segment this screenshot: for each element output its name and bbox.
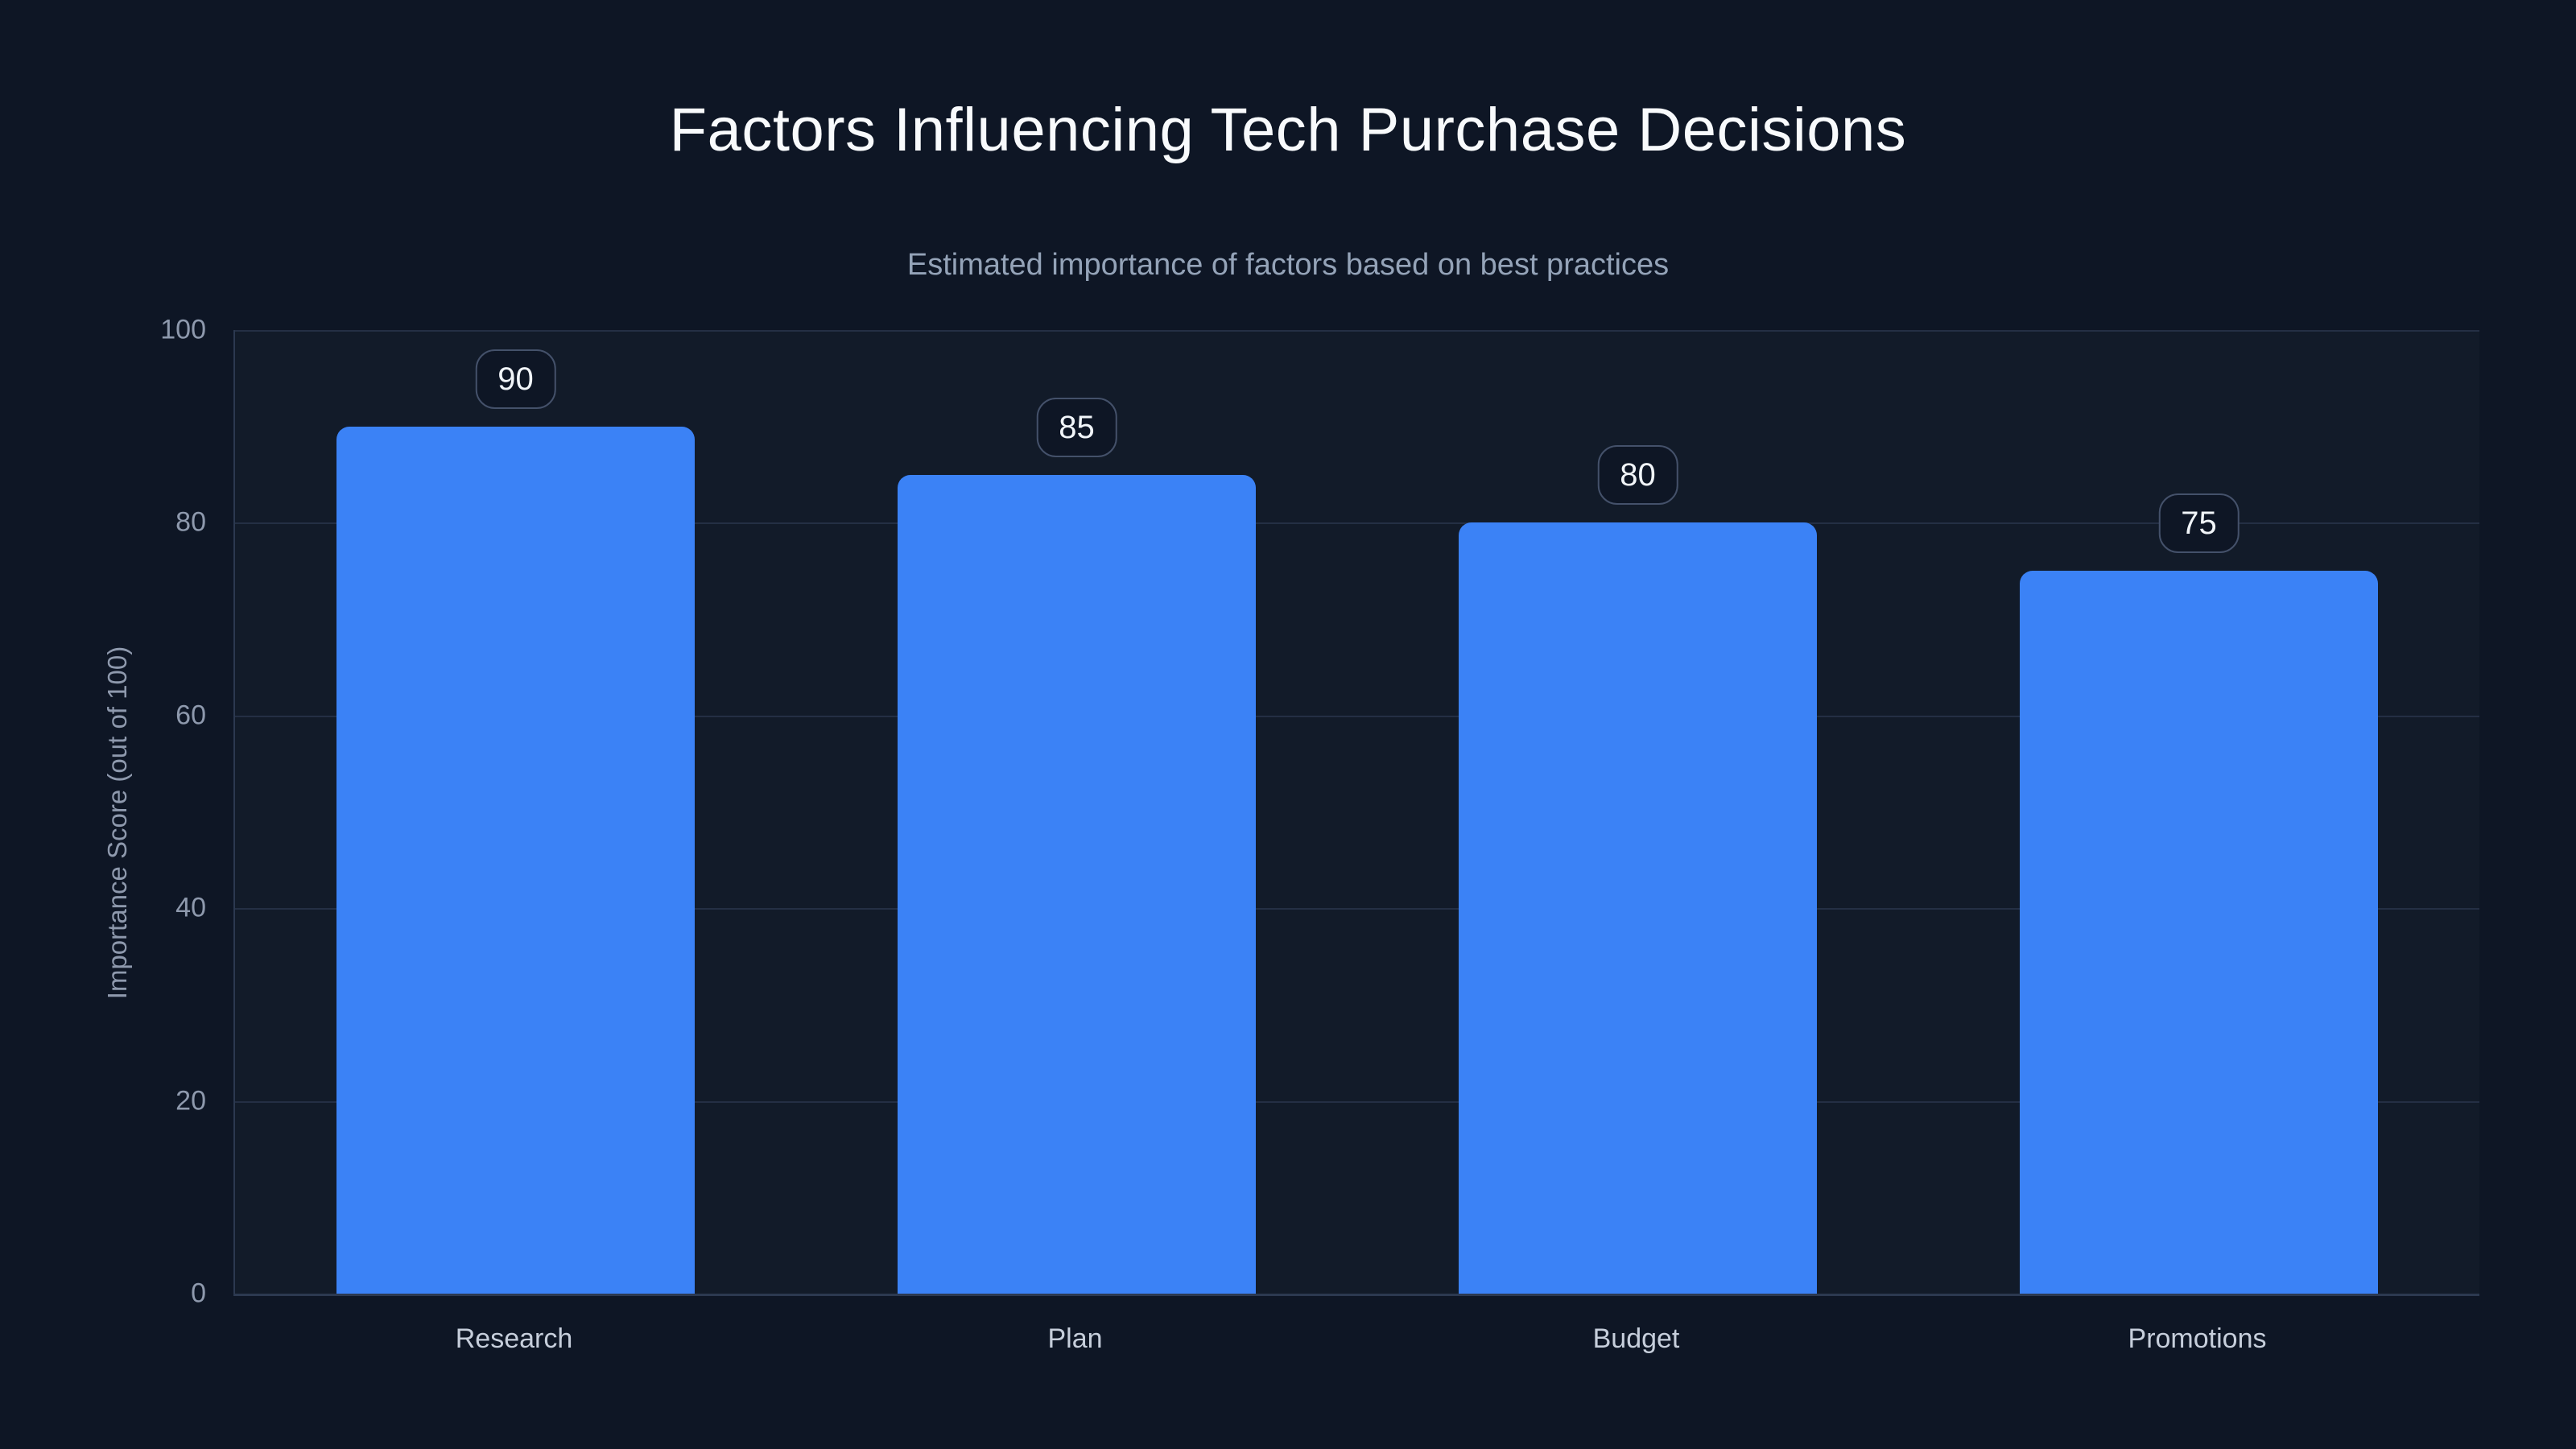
plot-area: 90 85 80 75 bbox=[233, 330, 2479, 1296]
y-tick-label-40: 40 bbox=[175, 892, 206, 923]
y-tick-label-20: 20 bbox=[175, 1085, 206, 1117]
y-tick-label-80: 80 bbox=[175, 506, 206, 538]
chart-title: Factors Influencing Tech Purchase Decisi… bbox=[669, 96, 1907, 164]
gridline-y-100 bbox=[235, 330, 2479, 332]
bar-plan[interactable] bbox=[898, 474, 1256, 1294]
x-category-label-promotions: Promotions bbox=[2128, 1323, 2267, 1354]
value-badge-research: 90 bbox=[475, 349, 556, 409]
gridline-y-60 bbox=[235, 715, 2479, 717]
value-badge-promotions: 75 bbox=[2158, 493, 2240, 554]
y-tick-label-0: 0 bbox=[191, 1278, 206, 1309]
x-category-label-plan: Plan bbox=[1047, 1323, 1103, 1354]
y-tick-label-100: 100 bbox=[160, 314, 206, 345]
chart-subtitle: Estimated importance of factors based on… bbox=[906, 248, 1670, 282]
gridline-y-40 bbox=[235, 908, 2479, 910]
x-category-label-budget: Budget bbox=[1592, 1323, 1680, 1354]
bar-budget[interactable] bbox=[1459, 522, 1817, 1294]
value-badge-budget: 80 bbox=[1597, 445, 1678, 506]
gridline-y-20 bbox=[235, 1100, 2479, 1103]
value-badge-plan: 85 bbox=[1036, 397, 1117, 457]
y-tick-label-60: 60 bbox=[175, 700, 206, 731]
x-category-label-research: Research bbox=[455, 1323, 573, 1354]
gridline-y-80 bbox=[235, 522, 2479, 525]
bar-promotions[interactable] bbox=[2020, 571, 2378, 1294]
bar-research[interactable] bbox=[336, 426, 695, 1294]
